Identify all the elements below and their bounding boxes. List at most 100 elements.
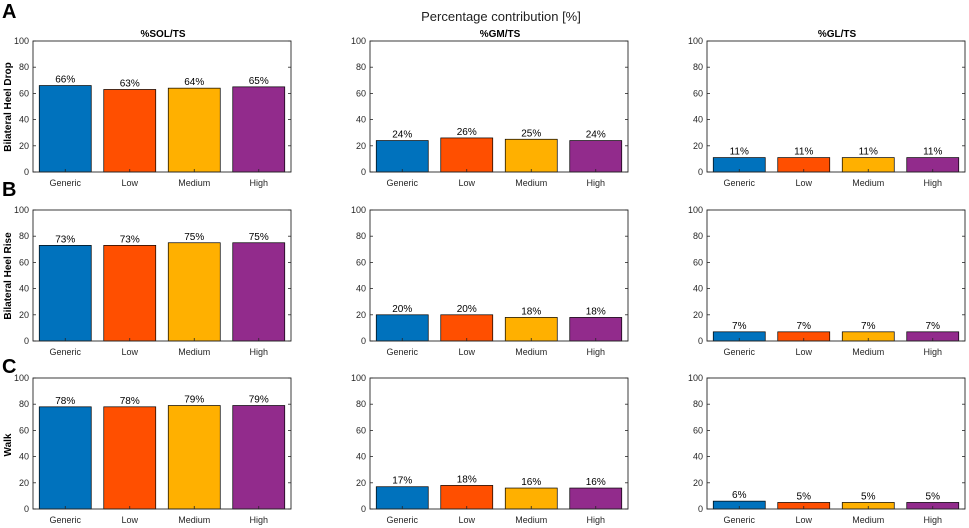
- y-tick-label: 0: [24, 336, 29, 346]
- y-tick-label: 0: [24, 504, 29, 514]
- bar-generic: [38, 406, 92, 510]
- y-tick-label: 80: [19, 399, 29, 409]
- bar-low: [103, 89, 157, 173]
- y-tick-label: 40: [356, 452, 366, 462]
- y-tick-label: 80: [356, 231, 366, 241]
- y-tick-label: 60: [356, 257, 366, 267]
- data-label: 20%: [392, 304, 412, 315]
- y-tick-label: 100: [14, 373, 29, 383]
- y-tick-label: 0: [698, 504, 703, 514]
- y-tick-label: 20: [356, 310, 366, 320]
- y-tick-label: 0: [24, 167, 29, 177]
- bar-medium: [504, 317, 558, 342]
- x-tick-label: High: [923, 347, 942, 357]
- bar-high: [232, 405, 286, 510]
- y-tick-label: 20: [356, 141, 366, 151]
- y-tick-label: 40: [19, 452, 29, 462]
- data-label: 75%: [184, 232, 204, 243]
- y-tick-label: 0: [361, 504, 366, 514]
- data-label: 11%: [794, 147, 813, 158]
- bar-high: [232, 86, 286, 173]
- x-tick-label: Low: [458, 515, 475, 525]
- y-tick-label: 80: [693, 399, 703, 409]
- x-tick-label: High: [249, 515, 268, 525]
- y-tick-label: 60: [693, 425, 703, 435]
- data-label: 65%: [249, 76, 269, 87]
- axes-frame: [32, 377, 292, 510]
- y-tick-label: 60: [19, 257, 29, 267]
- x-tick-label: Generic: [386, 515, 418, 525]
- x-tick-label: High: [586, 178, 605, 188]
- x-tick-label: Medium: [178, 178, 210, 188]
- y-tick-label: 100: [688, 36, 703, 46]
- data-label: 78%: [55, 396, 75, 407]
- data-label: 16%: [521, 477, 541, 488]
- y-tick-label: 100: [351, 373, 366, 383]
- y-tick-label: 60: [19, 88, 29, 98]
- x-tick-label: High: [249, 178, 268, 188]
- data-label: 66%: [55, 75, 75, 86]
- x-tick-label: Medium: [515, 347, 547, 357]
- row-label-walk: Walk: [3, 433, 14, 456]
- bar-low: [440, 137, 494, 173]
- y-tick-label: 40: [19, 115, 29, 125]
- y-tick-label: 80: [356, 62, 366, 72]
- x-tick-label: Generic: [386, 347, 418, 357]
- data-label: 18%: [521, 306, 541, 317]
- bar-generic: [375, 486, 429, 510]
- x-tick-label: Medium: [852, 515, 884, 525]
- x-tick-label: Low: [458, 347, 475, 357]
- y-tick-label: 20: [693, 478, 703, 488]
- bar-generic: [38, 245, 92, 342]
- column-title-sol: %SOL/TS: [140, 29, 185, 40]
- x-tick-label: Medium: [178, 347, 210, 357]
- data-label: 24%: [586, 130, 606, 141]
- bar-medium: [167, 242, 221, 342]
- y-tick-label: 80: [19, 62, 29, 72]
- column-title-gm: %GM/TS: [480, 29, 521, 40]
- data-label: 5%: [926, 491, 941, 502]
- y-tick-label: 20: [19, 141, 29, 151]
- y-tick-label: 60: [356, 88, 366, 98]
- bar-low: [103, 406, 157, 510]
- y-tick-label: 20: [693, 141, 703, 151]
- bar-medium: [167, 405, 221, 510]
- data-label: 11%: [923, 147, 942, 158]
- x-tick-label: Generic: [723, 178, 755, 188]
- axes-frame: [32, 40, 292, 173]
- y-tick-label: 100: [14, 36, 29, 46]
- x-tick-label: Generic: [49, 515, 81, 525]
- y-tick-label: 80: [356, 399, 366, 409]
- data-label: 7%: [732, 321, 747, 332]
- y-tick-label: 0: [361, 336, 366, 346]
- x-tick-label: High: [586, 347, 605, 357]
- x-tick-label: Low: [121, 347, 138, 357]
- y-tick-label: 20: [693, 310, 703, 320]
- data-label: 16%: [586, 477, 606, 488]
- y-tick-label: 60: [693, 88, 703, 98]
- y-tick-label: 0: [361, 167, 366, 177]
- x-tick-label: Low: [795, 178, 812, 188]
- bar-generic: [38, 85, 92, 173]
- data-label: 24%: [392, 130, 412, 141]
- y-tick-label: 60: [19, 425, 29, 435]
- y-tick-label: 100: [351, 36, 366, 46]
- axes-frame: [706, 40, 966, 173]
- x-tick-label: Medium: [178, 515, 210, 525]
- panel-letter-a: A: [2, 1, 16, 23]
- x-tick-label: Low: [458, 178, 475, 188]
- y-tick-label: 0: [698, 336, 703, 346]
- data-label: 73%: [55, 234, 75, 245]
- y-tick-label: 20: [356, 478, 366, 488]
- x-tick-label: High: [586, 515, 605, 525]
- x-tick-label: Generic: [723, 515, 755, 525]
- x-tick-label: Low: [121, 178, 138, 188]
- data-label: 63%: [120, 78, 140, 89]
- x-tick-label: Medium: [852, 178, 884, 188]
- panel-letter-c: C: [2, 356, 16, 378]
- data-label: 64%: [184, 77, 204, 88]
- data-label: 7%: [926, 321, 941, 332]
- data-label: 7%: [797, 321, 812, 332]
- y-tick-label: 100: [688, 205, 703, 215]
